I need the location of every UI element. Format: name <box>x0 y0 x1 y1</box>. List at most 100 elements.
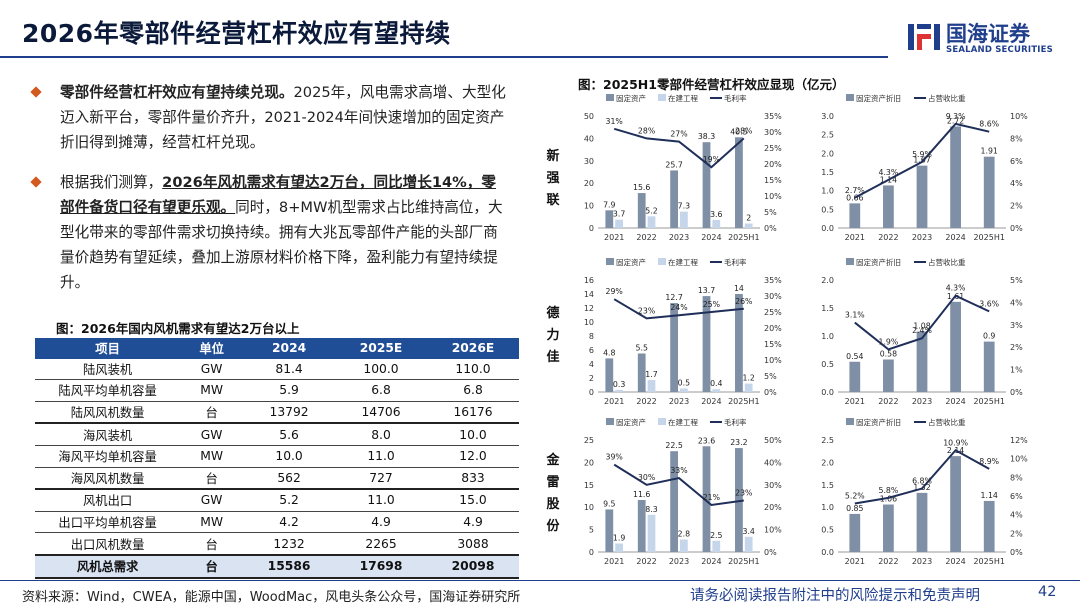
line-value-label: 28% <box>735 126 752 135</box>
table-row: 出口风机数量台 1232 2265 3088 <box>35 532 519 556</box>
bar <box>883 504 894 552</box>
y-tick-label: 2.0 <box>821 276 834 285</box>
y-tick-label: 5 <box>589 526 594 535</box>
x-tick-label: 2025H1 <box>973 233 1004 242</box>
y-tick-label: 50 <box>584 112 594 121</box>
bar <box>647 514 656 552</box>
bullet-1-text: 2025年，风电需求高增、大型化迈入新平台，零部件量价齐升，2021-2024年… <box>60 84 506 151</box>
table-cell: 5.6 <box>243 423 336 446</box>
bar-value-label: 5.5 <box>636 344 648 353</box>
table-header-cell: 项目 <box>35 338 181 359</box>
bar <box>670 451 678 552</box>
y-tick-label: 2.0 <box>821 149 834 158</box>
bar <box>670 303 678 392</box>
table-cell: 台 <box>180 467 244 491</box>
line-value-label: 10.9% <box>943 438 968 447</box>
bar <box>680 211 688 228</box>
bar-value-label: 0.85 <box>846 504 863 513</box>
bar <box>615 543 623 552</box>
y2-tick-label: 30% <box>764 292 782 301</box>
company-label-char: 新 <box>546 149 560 164</box>
legend-label: 固定资产 <box>616 417 646 427</box>
bullet-diamond-icon <box>30 176 42 188</box>
line-value-label: 26% <box>735 297 752 306</box>
x-tick-label: 2021 <box>845 397 865 406</box>
table-cell: MW <box>180 511 244 534</box>
table-total-cell: 风机总需求 <box>35 554 181 579</box>
company-label-jlgf: 金雷股份 <box>544 450 562 538</box>
legend-swatch <box>606 418 614 425</box>
line-value-label: 3.6% <box>979 299 999 308</box>
y2-tick-label: 0% <box>1010 388 1023 397</box>
line-value-label: 8.6% <box>979 120 999 129</box>
table-total-cell: 台 <box>180 554 244 579</box>
table-cell: 562 <box>243 467 336 491</box>
bar <box>883 359 894 392</box>
bar-value-label: 5.2 <box>645 206 657 215</box>
line-value-label: 2.7% <box>845 186 865 195</box>
y-tick-label: 1.5 <box>821 481 834 490</box>
bar <box>605 358 614 392</box>
y2-tick-label: 6% <box>1010 157 1023 166</box>
table-cell: 4.2 <box>243 511 336 534</box>
y-tick-label: 10 <box>584 503 594 512</box>
x-tick-label: 2022 <box>636 397 656 406</box>
y-tick-label: 0 <box>589 224 594 233</box>
legend-label: 固定资产折旧 <box>856 257 901 267</box>
bar-value-label: 0.9 <box>983 332 995 341</box>
bar <box>637 353 646 392</box>
company-label-xql: 新强联 <box>544 146 562 212</box>
bar <box>744 383 753 392</box>
table-cell: GW <box>180 423 244 446</box>
line-value-label: 4.3% <box>946 284 966 293</box>
y2-tick-label: 3% <box>1010 321 1023 330</box>
legend-swatch <box>606 94 614 101</box>
line-value-label: 4.3% <box>878 168 898 177</box>
x-tick-label: 2025H1 <box>728 233 759 242</box>
bar <box>983 500 995 552</box>
table-total-cell: 20098 <box>427 554 519 579</box>
legend-label: 固定资产折旧 <box>856 93 901 103</box>
table-cell: 11.0 <box>335 489 427 512</box>
y2-tick-label: 5% <box>764 208 777 217</box>
x-tick-label: 2021 <box>604 557 624 566</box>
x-tick-label: 2022 <box>878 397 898 406</box>
table-cell: 16176 <box>427 401 519 425</box>
bar-value-label: 1.06 <box>880 495 897 504</box>
y-tick-label: 6 <box>589 346 594 355</box>
legend-swatch <box>846 94 854 101</box>
table-cell: MW <box>180 379 244 402</box>
line-value-label: 39% <box>606 453 623 462</box>
table-header-cell: 2024 <box>243 338 336 359</box>
bar <box>605 210 614 228</box>
y-tick-label: 2.5 <box>821 436 834 445</box>
table-cell: 14706 <box>335 401 427 425</box>
table-cell: 海风装机 <box>35 423 181 446</box>
table-cell: 陆风平均单机容量 <box>35 379 181 402</box>
x-tick-label: 2021 <box>604 233 624 242</box>
table-row: 陆风装机 GW 81.4 100.0 110.0 <box>35 358 519 381</box>
y2-tick-label: 35% <box>764 276 782 285</box>
bar <box>615 219 623 228</box>
y-tick-label: 0.0 <box>821 224 834 233</box>
chart-jlgf-assets: 固定资产 在建工程 毛利率 0 5 10 15 20 25 0% 10% 20% 30% 40% 50% 20… <box>584 417 782 566</box>
table-header-cell: 2026E <box>427 338 519 359</box>
bar <box>849 361 861 392</box>
bar <box>735 448 743 552</box>
bar <box>916 492 928 552</box>
bar <box>680 539 688 552</box>
y2-tick-label: 20% <box>764 160 782 169</box>
bar <box>712 389 721 392</box>
y2-tick-label: 35% <box>764 112 782 121</box>
y2-tick-label: 20% <box>764 503 782 512</box>
y2-tick-label: 0% <box>1010 224 1023 233</box>
chart-xql-depreciation: 固定资产折旧 占营收比重 0.0 0.5 1.0 1.5 2.0 2.5 3.0 0% 2% 4% 6%… <box>821 93 1028 242</box>
x-tick-label: 2024 <box>701 233 721 242</box>
y-tick-label: 12 <box>584 304 594 313</box>
bar-value-label: 9.5 <box>603 499 615 508</box>
bar-value-label: 23.2 <box>730 438 747 447</box>
table-cell: 台 <box>180 532 244 556</box>
table-cell: 11.0 <box>335 445 427 468</box>
bar <box>637 500 646 552</box>
bar-value-label: 1.67 <box>913 156 930 165</box>
